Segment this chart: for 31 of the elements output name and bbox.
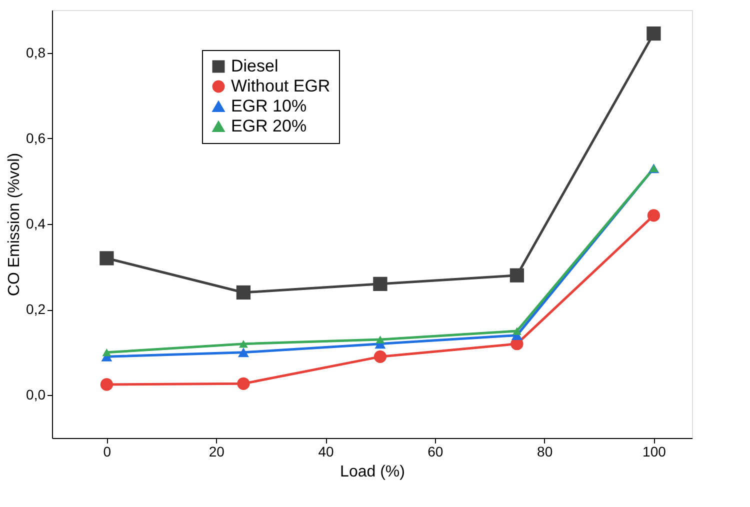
x-tick-label: 0 xyxy=(103,444,112,460)
point xyxy=(100,251,114,266)
y-tick-label: 0,6 xyxy=(26,130,46,146)
point xyxy=(646,26,661,41)
legend-label: Diesel xyxy=(231,56,278,76)
y-tick-label: 0,8 xyxy=(26,44,46,60)
point xyxy=(373,276,388,291)
point xyxy=(238,348,249,358)
x-tick-label: 40 xyxy=(318,444,334,460)
x-axis-title: Load (%) xyxy=(340,464,405,480)
y-tick-label: 0,4 xyxy=(26,216,46,232)
point xyxy=(510,268,524,282)
x-tick-label: 20 xyxy=(208,444,225,460)
x-tick-label: 80 xyxy=(537,444,553,460)
point xyxy=(374,350,387,363)
point xyxy=(102,348,112,356)
point xyxy=(512,327,522,335)
y-axis-title: CO Emission (%vol) xyxy=(6,152,24,296)
y-tick-label: 0,2 xyxy=(26,301,46,318)
x-tick-label: 100 xyxy=(642,444,666,460)
point xyxy=(238,340,248,348)
legend-label: Without EGR xyxy=(231,76,330,96)
y-tick-label: 0,0 xyxy=(26,386,46,403)
point xyxy=(647,209,660,222)
x-tick-label: 60 xyxy=(428,444,444,460)
point xyxy=(237,377,250,390)
point xyxy=(376,336,385,344)
legend-label: EGR 20% xyxy=(231,116,307,136)
point xyxy=(100,378,114,391)
point xyxy=(236,285,251,300)
legend-label: EGR 10% xyxy=(231,96,307,116)
